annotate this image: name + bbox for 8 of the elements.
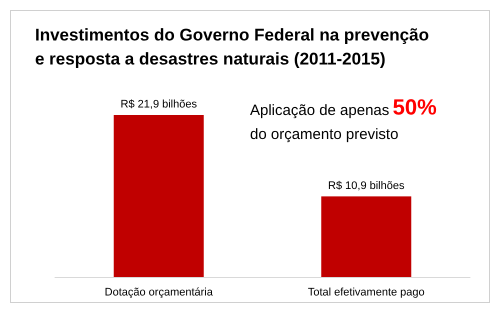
chart-title: Investimentos do Governo Federal na prevenção e resposta a desastres naturais (2011-2015) [35, 26, 429, 68]
annotation: 50% [392, 94, 437, 120]
data-label: R$ 10,9 bilhões [328, 180, 405, 192]
x-tick-label: Total efetivamente pago [308, 286, 425, 298]
annotation: Aplicação de apenas [250, 102, 390, 119]
annotation: do orçamento previsto [250, 126, 398, 143]
data-label: R$ 21,9 bilhões [120, 98, 198, 110]
x-tick-label: Dotação orçamentária [104, 286, 214, 298]
